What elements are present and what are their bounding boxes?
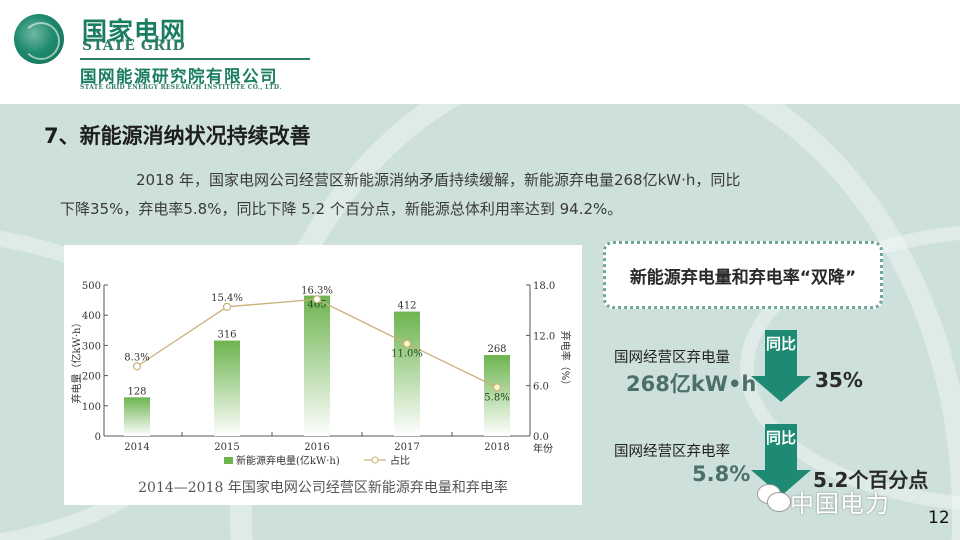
svg-text:8.3%: 8.3% — [124, 352, 149, 363]
bar — [124, 397, 150, 436]
svg-text:268: 268 — [487, 344, 506, 355]
svg-text:0.0: 0.0 — [533, 432, 549, 443]
svg-text:128: 128 — [127, 386, 146, 397]
stat-curtailment-rate-label: 国网经营区弃电率 — [614, 444, 730, 460]
svg-text:占比: 占比 — [390, 454, 410, 467]
svg-text:11.0%: 11.0% — [391, 349, 423, 360]
svg-text:300: 300 — [82, 341, 101, 352]
svg-text:15.4%: 15.4% — [211, 293, 243, 304]
logo-english-name: STATE GRID — [82, 38, 186, 54]
svg-text:弃电率（%）: 弃电率（%） — [559, 331, 572, 391]
institute-english-name: STATE GRID ENERGY RESEARCH INSTITUTE CO.… — [80, 84, 282, 91]
svg-text:2015: 2015 — [214, 442, 239, 453]
slide-title: 7、新能源消纳状况持续改善 — [44, 124, 311, 148]
watermark-text: 中国电力 — [790, 490, 890, 518]
bar — [394, 311, 420, 436]
double-decline-callout: 新能源弃电量和弃电率“双降” — [603, 241, 883, 309]
curtailment-chart: 0 100 200 300 400 500 0.0 6.0 12.0 18.0 弃电量（亿kW·h）… — [70, 281, 572, 467]
svg-text:12.0: 12.0 — [533, 331, 555, 342]
chart-caption: 2014—2018 年国家电网公司经营区新能源弃电量和弃电率 — [138, 480, 508, 496]
svg-text:0: 0 — [95, 432, 101, 443]
paragraph-line-2: 下降35%，弃电率5.8%，同比下降 5.2 个百分点，新能源总体利用率达到 9… — [60, 200, 623, 218]
stat-curtailed-energy-label: 国网经营区弃电量 — [614, 350, 730, 366]
svg-text:412: 412 — [397, 301, 416, 312]
state-grid-globe-logo-icon — [14, 14, 64, 64]
svg-text:500: 500 — [82, 281, 101, 292]
rate-point — [312, 295, 322, 304]
institute-chinese-name: 国网能源研究院有限公司 — [80, 67, 278, 86]
bar — [304, 295, 330, 436]
header: 国家电网 STATE GRID 国网能源研究院有限公司 STATE GRID E… — [0, 0, 960, 104]
slide-body: 7、新能源消纳状况持续改善 2018 年，国家电网公司经营区新能源消纳矛盾持续缓… — [0, 104, 960, 540]
svg-text:100: 100 — [82, 402, 101, 413]
logo-divider — [80, 58, 310, 60]
wechat-icon — [757, 484, 791, 512]
svg-text:2018: 2018 — [484, 442, 509, 453]
svg-text:465: 465 — [307, 300, 326, 311]
svg-text:新能源弃电量(亿kW·h): 新能源弃电量(亿kW·h) — [236, 454, 340, 467]
svg-text:200: 200 — [82, 372, 101, 383]
rate-point — [132, 362, 142, 371]
chart-panel: 0 100 200 300 400 500 0.0 6.0 12.0 18.0 弃电量（亿kW·h）… — [64, 245, 582, 505]
svg-text:6.0: 6.0 — [533, 382, 549, 393]
down-arrow-icon: 同比 — [751, 330, 811, 402]
bar — [214, 340, 240, 436]
stat-curtailment-rate-change: 5.2个百分点 — [813, 468, 929, 492]
rate-point — [492, 383, 502, 392]
rate-point — [222, 302, 232, 311]
svg-text:弃电量（亿kW·h）: 弃电量（亿kW·h） — [70, 318, 83, 404]
svg-text:18.0: 18.0 — [533, 281, 555, 292]
svg-text:5.8%: 5.8% — [484, 392, 509, 403]
svg-text:400: 400 — [82, 311, 101, 322]
svg-text:2017: 2017 — [394, 442, 419, 453]
stat-curtailed-energy-value: 268亿kW•h — [626, 372, 757, 396]
stat-curtailed-energy-change: 35% — [815, 368, 863, 392]
svg-text:年份: 年份 — [533, 442, 553, 455]
summary-paragraph: 2018 年，国家电网公司经营区新能源消纳矛盾持续缓解，新能源弃电量268亿kW… — [60, 166, 910, 224]
svg-text:316: 316 — [217, 330, 236, 341]
arrow-yoy-text: 同比 — [765, 429, 796, 447]
svg-text:2014: 2014 — [124, 442, 149, 453]
svg-text:2016: 2016 — [304, 442, 329, 453]
callout-text: 新能源弃电量和弃电率“双降” — [629, 268, 857, 288]
arrow-yoy-text: 同比 — [765, 335, 796, 353]
paragraph-line-1: 2018 年，国家电网公司经营区新能源消纳矛盾持续缓解，新能源弃电量268亿kW… — [136, 171, 741, 189]
page-number: 12 — [928, 508, 950, 528]
svg-text:16.3%: 16.3% — [301, 285, 333, 296]
stat-curtailment-rate-value: 5.8% — [692, 462, 751, 486]
bar — [484, 355, 510, 436]
logo-chinese-name: 国家电网 — [82, 17, 187, 46]
rate-point — [402, 339, 412, 348]
